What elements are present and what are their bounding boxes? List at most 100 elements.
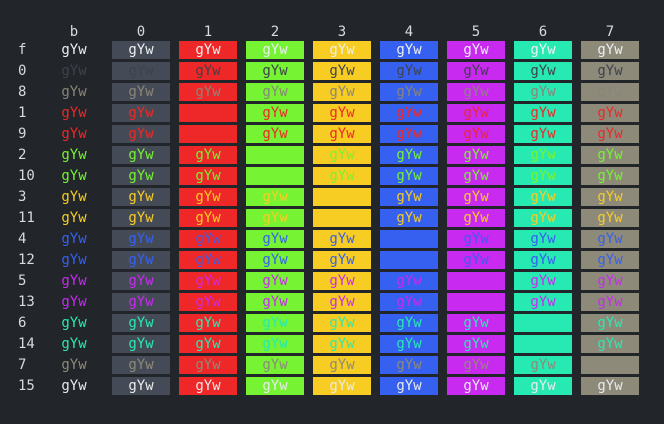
color-sample-fg-14-bg-6: gYw <box>514 335 572 353</box>
color-sample-fg-5-bg-5: gYw <box>447 272 505 290</box>
color-sample-fg-15-bg-7: gYw <box>581 377 639 395</box>
color-sample-fg-8-bg-2: gYw <box>246 83 304 101</box>
color-sample-fg-3-bg-5: gYw <box>447 188 505 206</box>
color-sample-fg-f-bg-7: gYw <box>581 41 639 59</box>
color-sample-fg-12-bg-4: gYw <box>380 251 438 269</box>
color-sample-fg-11-bg-2: gYw <box>246 209 304 227</box>
color-sample-fg-1-bg-5: gYw <box>447 104 505 122</box>
color-sample-fg-7-bg-0: gYw <box>112 356 170 374</box>
color-sample-fg-7-bg-3: gYw <box>313 356 371 374</box>
column-header-1: 1 <box>203 24 213 40</box>
color-sample-fg-5-bg-3: gYw <box>313 272 371 290</box>
color-sample-fg-6-bg-3: gYw <box>313 314 371 332</box>
color-sample-fg-10-bg-2: gYw <box>246 167 304 185</box>
color-sample-fg-3-bg-7: gYw <box>581 188 639 206</box>
color-sample-fg-14-bg-3: gYw <box>313 335 371 353</box>
color-sample-fg-7-bg-5: gYw <box>447 356 505 374</box>
color-sample-fg-f-bg-2: gYw <box>246 41 304 59</box>
color-sample-fg-2-bg-6: gYw <box>514 146 572 164</box>
color-sample-fg-3-bg-2: gYw <box>246 188 304 206</box>
color-sample-fg-14-bg-b: gYw <box>45 335 103 353</box>
color-sample-fg-f-bg-b: gYw <box>45 41 103 59</box>
color-sample-fg-15-bg-6: gYw <box>514 377 572 395</box>
color-sample-fg-1-bg-6: gYw <box>514 104 572 122</box>
color-sample-fg-2-bg-3: gYw <box>313 146 371 164</box>
color-sample-fg-3-bg-0: gYw <box>112 188 170 206</box>
color-sample-fg-9-bg-6: gYw <box>514 125 572 143</box>
row-label-0: 0 <box>18 63 27 79</box>
color-sample-fg-11-bg-3: gYw <box>313 209 371 227</box>
color-sample-fg-4-bg-7: gYw <box>581 230 639 248</box>
color-sample-fg-8-bg-b: gYw <box>45 83 103 101</box>
color-sample-fg-10-bg-7: gYw <box>581 167 639 185</box>
column-header-b: b <box>69 24 79 40</box>
color-sample-fg-0-bg-b: gYw <box>45 62 103 80</box>
color-sample-fg-8-bg-0: gYw <box>112 83 170 101</box>
color-sample-fg-12-bg-6: gYw <box>514 251 572 269</box>
color-sample-fg-7-bg-4: gYw <box>380 356 438 374</box>
color-sample-fg-15-bg-1: gYw <box>179 377 237 395</box>
color-sample-fg-13-bg-6: gYw <box>514 293 572 311</box>
color-sample-fg-5-bg-7: gYw <box>581 272 639 290</box>
color-sample-fg-4-bg-4: gYw <box>380 230 438 248</box>
color-sample-fg-10-bg-b: gYw <box>45 167 103 185</box>
color-sample-fg-15-bg-4: gYw <box>380 377 438 395</box>
row-label-f: f <box>18 42 27 58</box>
color-sample-fg-14-bg-1: gYw <box>179 335 237 353</box>
color-sample-fg-1-bg-4: gYw <box>380 104 438 122</box>
color-sample-fg-8-bg-1: gYw <box>179 83 237 101</box>
color-sample-fg-12-bg-7: gYw <box>581 251 639 269</box>
color-sample-fg-11-bg-5: gYw <box>447 209 505 227</box>
column-header-6: 6 <box>538 24 548 40</box>
color-sample-fg-f-bg-1: gYw <box>179 41 237 59</box>
color-sample-fg-8-bg-5: gYw <box>447 83 505 101</box>
row-label-2: 2 <box>18 147 27 163</box>
color-sample-fg-4-bg-b: gYw <box>45 230 103 248</box>
color-sample-fg-15-bg-3: gYw <box>313 377 371 395</box>
color-sample-fg-9-bg-2: gYw <box>246 125 304 143</box>
row-label-12: 12 <box>18 252 35 268</box>
color-sample-fg-7-bg-6: gYw <box>514 356 572 374</box>
color-sample-fg-8-bg-6: gYw <box>514 83 572 101</box>
color-sample-fg-11-bg-4: gYw <box>380 209 438 227</box>
color-sample-fg-1-bg-b: gYw <box>45 104 103 122</box>
color-sample-fg-1-bg-2: gYw <box>246 104 304 122</box>
color-sample-fg-5-bg-0: gYw <box>112 272 170 290</box>
color-sample-fg-4-bg-5: gYw <box>447 230 505 248</box>
color-sample-fg-6-bg-b: gYw <box>45 314 103 332</box>
color-sample-fg-9-bg-3: gYw <box>313 125 371 143</box>
color-sample-fg-1-bg-7: gYw <box>581 104 639 122</box>
color-sample-fg-10-bg-1: gYw <box>179 167 237 185</box>
color-sample-fg-11-bg-b: gYw <box>45 209 103 227</box>
color-sample-fg-6-bg-7: gYw <box>581 314 639 332</box>
column-header-0: 0 <box>136 24 146 40</box>
color-sample-fg-2-bg-0: gYw <box>112 146 170 164</box>
color-sample-fg-13-bg-3: gYw <box>313 293 371 311</box>
color-sample-fg-2-bg-7: gYw <box>581 146 639 164</box>
color-sample-fg-f-bg-3: gYw <box>313 41 371 59</box>
color-sample-fg-8-bg-4: gYw <box>380 83 438 101</box>
row-label-13: 13 <box>18 294 35 310</box>
row-label-5: 5 <box>18 273 27 289</box>
color-sample-fg-6-bg-6: gYw <box>514 314 572 332</box>
row-label-11: 11 <box>18 210 35 226</box>
color-sample-fg-15-bg-0: gYw <box>112 377 170 395</box>
color-sample-fg-5-bg-4: gYw <box>380 272 438 290</box>
color-sample-fg-5-bg-6: gYw <box>514 272 572 290</box>
color-sample-fg-9-bg-7: gYw <box>581 125 639 143</box>
color-sample-fg-7-bg-1: gYw <box>179 356 237 374</box>
color-sample-fg-3-bg-6: gYw <box>514 188 572 206</box>
row-label-4: 4 <box>18 231 27 247</box>
color-sample-fg-0-bg-4: gYw <box>380 62 438 80</box>
color-sample-fg-13-bg-0: gYw <box>112 293 170 311</box>
row-label-1: 1 <box>18 105 27 121</box>
color-sample-fg-0-bg-3: gYw <box>313 62 371 80</box>
color-sample-fg-4-bg-3: gYw <box>313 230 371 248</box>
color-sample-fg-7-bg-7: gYw <box>581 356 639 374</box>
color-sample-fg-10-bg-3: gYw <box>313 167 371 185</box>
color-sample-fg-11-bg-1: gYw <box>179 209 237 227</box>
color-sample-fg-11-bg-7: gYw <box>581 209 639 227</box>
color-sample-fg-6-bg-5: gYw <box>447 314 505 332</box>
color-sample-fg-3-bg-4: gYw <box>380 188 438 206</box>
color-sample-fg-0-bg-7: gYw <box>581 62 639 80</box>
